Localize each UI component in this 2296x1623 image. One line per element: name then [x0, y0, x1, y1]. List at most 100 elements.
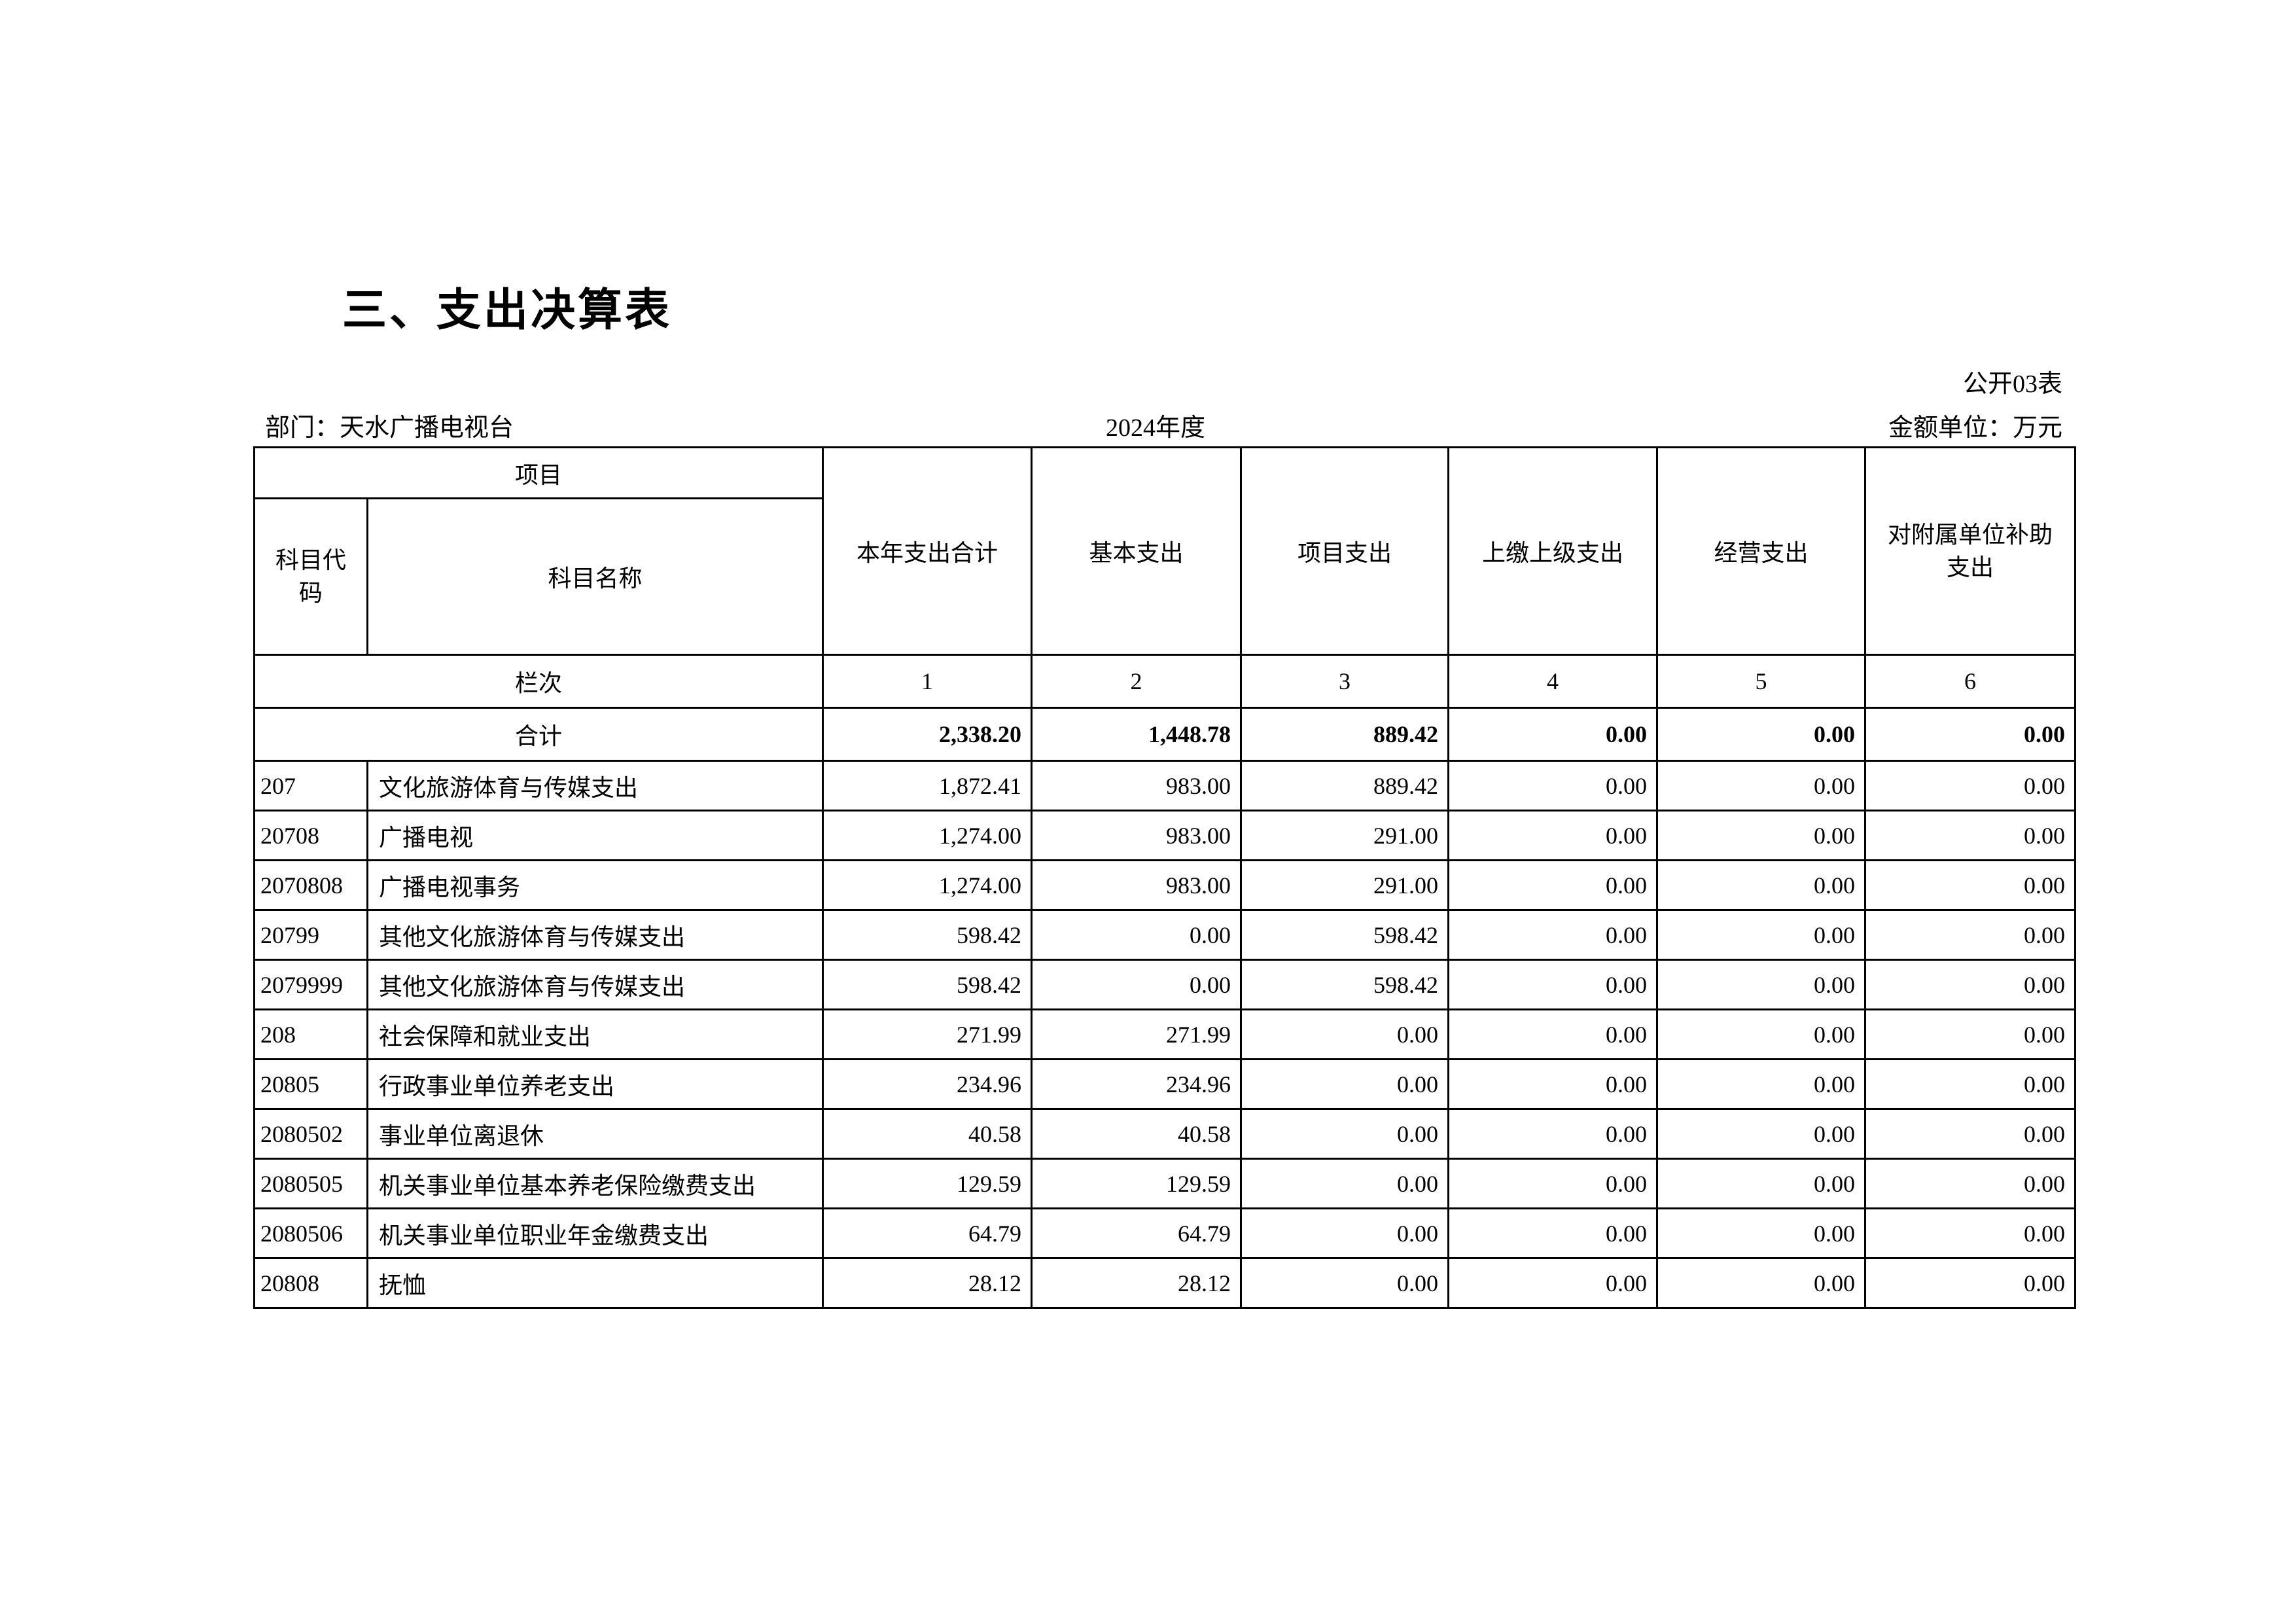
subject-name: 行政事业单位养老支出	[366, 1058, 824, 1110]
header-col-4: 上缴上级支出	[1447, 446, 1659, 656]
amount-cell: 64.79	[822, 1207, 1033, 1259]
amount-unit: 金额单位：万元	[1888, 414, 2062, 442]
total-value: 0.00	[1864, 707, 2077, 762]
subject-name: 文化旅游体育与传媒支出	[366, 760, 824, 812]
subject-code: 2079999	[253, 959, 368, 1010]
subject-code: 20708	[253, 810, 368, 861]
column-index: 4	[1447, 654, 1659, 709]
header-code: 科目代码	[253, 497, 368, 656]
amount-cell: 0.00	[1864, 1207, 2077, 1259]
amount-cell: 598.42	[1240, 959, 1450, 1010]
amount-cell: 271.99	[1031, 1008, 1243, 1060]
total-value: 2,338.20	[822, 707, 1033, 762]
amount-cell: 0.00	[1864, 1058, 2077, 1110]
amount-cell: 0.00	[1864, 810, 2077, 861]
column-index: 5	[1656, 654, 1867, 709]
amount-cell: 0.00	[1656, 1058, 1867, 1110]
amount-cell: 40.58	[1031, 1108, 1243, 1160]
amount-cell: 0.00	[1656, 909, 1867, 961]
subject-name: 广播电视事务	[366, 859, 824, 911]
amount-cell: 0.00	[1447, 1158, 1659, 1209]
amount-cell: 0.00	[1656, 1207, 1867, 1259]
amount-cell: 0.00	[1656, 760, 1867, 812]
amount-cell: 0.00	[1240, 1207, 1450, 1259]
amount-cell: 0.00	[1656, 1158, 1867, 1209]
subject-code: 20805	[253, 1058, 368, 1110]
amount-cell: 0.00	[1656, 1108, 1867, 1160]
table-row: 2080506 机关事业单位职业年金缴费支出 64.79 64.79 0.00 0.00 0…	[253, 1207, 2077, 1259]
amount-cell: 1,274.00	[822, 859, 1033, 911]
subject-name: 机关事业单位职业年金缴费支出	[366, 1207, 824, 1259]
subject-code: 2080506	[253, 1207, 368, 1259]
amount-cell: 0.00	[1240, 1058, 1450, 1110]
subject-name: 社会保障和就业支出	[366, 1008, 824, 1060]
total-value: 0.00	[1656, 707, 1867, 762]
amount-cell: 0.00	[1447, 760, 1659, 812]
table-row: 20708 广播电视 1,274.00 983.00 291.00 0.00 0.00 0.0…	[253, 810, 2077, 861]
column-index: 2	[1031, 654, 1243, 709]
column-index: 3	[1240, 654, 1450, 709]
total-row: 合计 2,338.20 1,448.78 889.42 0.00 0.00 0.…	[253, 707, 2077, 762]
table-row: 2070808 广播电视事务 1,274.00 983.00 291.00 0.00 0.0…	[253, 859, 2077, 911]
page-title: 三、支出决算表	[342, 285, 673, 336]
amount-cell: 0.00	[1447, 1008, 1659, 1060]
total-value: 1,448.78	[1031, 707, 1243, 762]
header-name: 科目名称	[366, 497, 824, 656]
header-col-1: 本年支出合计	[822, 446, 1033, 656]
amount-cell: 0.00	[1656, 959, 1867, 1010]
header-col-3: 项目支出	[1240, 446, 1450, 656]
total-value: 889.42	[1240, 707, 1450, 762]
amount-cell: 291.00	[1240, 859, 1450, 911]
amount-cell: 271.99	[822, 1008, 1033, 1060]
amount-cell: 0.00	[1864, 859, 2077, 911]
amount-cell: 0.00	[1240, 1108, 1450, 1160]
amount-cell: 0.00	[1864, 909, 2077, 961]
subject-code: 208	[253, 1008, 368, 1060]
header-col-5: 经营支出	[1656, 446, 1867, 656]
amount-cell: 0.00	[1240, 1257, 1450, 1309]
table-row: 20799 其他文化旅游体育与传媒支出 598.42 0.00 598.42 0.00 0.…	[253, 909, 2077, 961]
amount-cell: 0.00	[1864, 1158, 2077, 1209]
amount-cell: 0.00	[1447, 1108, 1659, 1160]
amount-cell: 0.00	[1240, 1158, 1450, 1209]
amount-cell: 0.00	[1240, 1008, 1450, 1060]
amount-cell: 129.59	[1031, 1158, 1243, 1209]
amount-cell: 40.58	[822, 1108, 1033, 1160]
fiscal-year: 2024年度	[1106, 414, 1206, 442]
header-item: 项目	[253, 446, 824, 499]
amount-cell: 234.96	[1031, 1058, 1243, 1110]
subject-name: 抚恤	[366, 1257, 824, 1309]
subject-code: 2070808	[253, 859, 368, 911]
amount-cell: 0.00	[1864, 959, 2077, 1010]
subject-name: 其他文化旅游体育与传媒支出	[366, 959, 824, 1010]
table-row: 208 社会保障和就业支出 271.99 271.99 0.00 0.00 0.00 0.00	[253, 1008, 2077, 1060]
table-number: 公开03表	[1962, 370, 2062, 398]
table-row: 207 文化旅游体育与传媒支出 1,872.41 983.00 889.42 0.00 0.…	[253, 760, 2077, 812]
department: 部门：天水广播电视台	[265, 414, 514, 442]
amount-cell: 234.96	[822, 1058, 1033, 1110]
amount-cell: 64.79	[1031, 1207, 1243, 1259]
amount-cell: 129.59	[822, 1158, 1033, 1209]
amount-cell: 598.42	[822, 909, 1033, 961]
amount-cell: 0.00	[1447, 909, 1659, 961]
amount-cell: 983.00	[1031, 760, 1243, 812]
table-row: 20808 抚恤 28.12 28.12 0.00 0.00 0.00 0.00	[253, 1257, 2077, 1309]
amount-cell: 0.00	[1656, 1008, 1867, 1060]
amount-cell: 291.00	[1240, 810, 1450, 861]
amount-cell: 598.42	[822, 959, 1033, 1010]
subject-code: 207	[253, 760, 368, 812]
expenditure-table: 项目 本年支出合计 基本支出 项目支出 上缴上级支出 经营支出 对附属单位补助支…	[253, 446, 2077, 1309]
amount-cell: 0.00	[1864, 1257, 2077, 1309]
amount-cell: 0.00	[1864, 760, 2077, 812]
subject-name: 其他文化旅游体育与传媒支出	[366, 909, 824, 961]
subject-name: 事业单位离退休	[366, 1108, 824, 1160]
amount-cell: 0.00	[1656, 810, 1867, 861]
header-col-2: 基本支出	[1031, 446, 1243, 656]
table-row: 20805 行政事业单位养老支出 234.96 234.96 0.00 0.00 0.00 0…	[253, 1058, 2077, 1110]
amount-cell: 0.00	[1656, 1257, 1867, 1309]
total-value: 0.00	[1447, 707, 1659, 762]
subject-code: 2080502	[253, 1108, 368, 1160]
amount-cell: 28.12	[822, 1257, 1033, 1309]
subject-code: 2080505	[253, 1158, 368, 1209]
total-label: 合计	[253, 707, 824, 762]
